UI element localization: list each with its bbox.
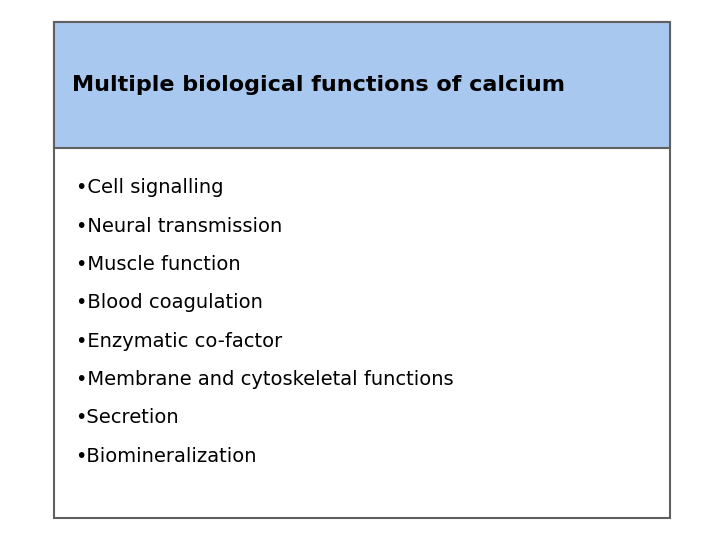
Text: •Blood coagulation: •Blood coagulation	[76, 293, 263, 312]
Bar	[54, 22, 670, 518]
Text: •Secretion: •Secretion	[76, 408, 179, 427]
Text: •Muscle function: •Muscle function	[76, 255, 240, 274]
Text: •Membrane and cytoskeletal functions: •Membrane and cytoskeletal functions	[76, 370, 453, 389]
Bar	[54, 22, 670, 148]
Text: •Neural transmission: •Neural transmission	[76, 217, 282, 235]
Text: •Biomineralization: •Biomineralization	[76, 447, 257, 465]
Text: •Enzymatic co-factor: •Enzymatic co-factor	[76, 332, 282, 350]
Text: Multiple biological functions of calcium: Multiple biological functions of calcium	[72, 75, 565, 95]
Text: •Cell signalling: •Cell signalling	[76, 178, 223, 197]
